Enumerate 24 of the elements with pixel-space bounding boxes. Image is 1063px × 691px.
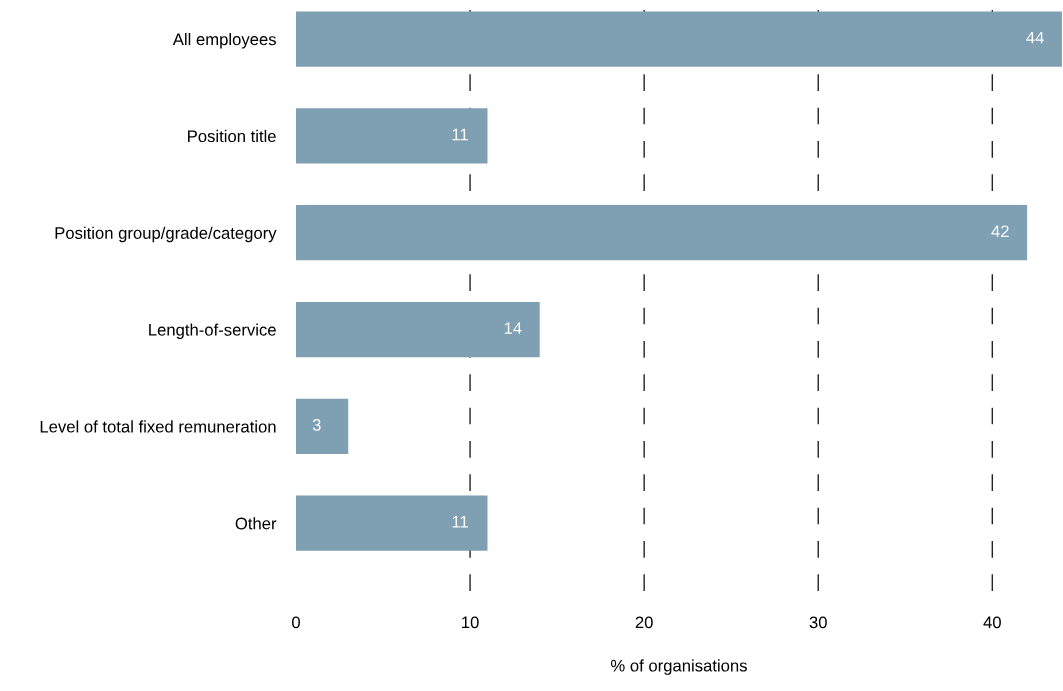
- bar: [296, 398, 349, 454]
- data-label: 3: [312, 419, 321, 431]
- x-tick-label: 20: [635, 616, 653, 629]
- bar: [296, 495, 488, 551]
- data-label: 42: [991, 225, 1009, 238]
- y-tick-label: Level of total fixed remuneration: [40, 420, 276, 433]
- y-tick-label: Other: [235, 517, 277, 530]
- x-tick-label: 30: [809, 616, 827, 629]
- y-tick-label: Position title: [188, 129, 276, 143]
- x-axis-title: % of organisations: [611, 659, 747, 675]
- data-label: 11: [452, 128, 468, 141]
- bar: [296, 301, 540, 358]
- data-label: 11: [452, 516, 468, 528]
- bar: [296, 108, 488, 164]
- x-tick-label: 10: [462, 616, 479, 629]
- bar: [296, 11, 1062, 67]
- x-tick-label: 40: [983, 616, 1001, 629]
- y-tick-label: All employees: [172, 33, 276, 49]
- y-tick-label: Length-of-service: [149, 323, 276, 340]
- y-tick-label: Position group/grade/category: [55, 226, 277, 243]
- data-label: 14: [504, 322, 522, 334]
- x-tick-label: 0: [292, 616, 300, 629]
- bar: [296, 205, 1028, 261]
- data-label: 44: [1026, 31, 1044, 44]
